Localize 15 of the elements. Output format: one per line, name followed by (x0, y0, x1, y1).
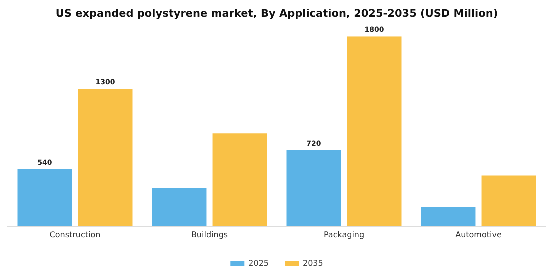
bar (482, 176, 536, 226)
bar (152, 188, 207, 226)
bar (347, 36, 402, 226)
x-tick-label: Packaging (324, 230, 365, 240)
chart-title: US expanded polystyrene market, By Application, 2025-2035 (USD Million) (56, 8, 498, 20)
x-tick-label: Buildings (191, 230, 228, 240)
x-tick-label: Construction (50, 230, 101, 240)
bar (212, 134, 268, 226)
x-tick-label: Automotive (456, 230, 502, 240)
bar (78, 89, 133, 226)
bar (421, 207, 476, 226)
bar (286, 150, 342, 226)
legend-label: 2025 (248, 259, 269, 268)
legend-label: 2035 (303, 259, 324, 268)
bar (18, 169, 72, 226)
